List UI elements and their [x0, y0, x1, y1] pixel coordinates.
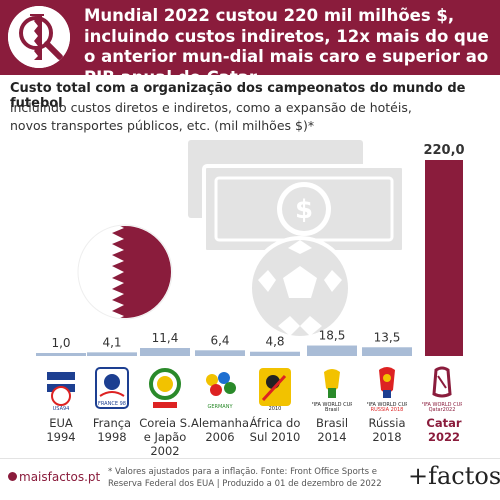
- south-africa-2010-logo-icon: 2010: [259, 368, 291, 412]
- bar-0: [36, 353, 86, 356]
- svg-text:Brasil: Brasil: [325, 407, 339, 412]
- category-label-0: EUA 1994: [46, 416, 76, 444]
- site-link[interactable]: maisfactos.pt: [8, 470, 100, 484]
- value-label-0: 1,0: [51, 336, 70, 350]
- category-label-4: África do Sul 2010: [249, 416, 301, 444]
- germany-2006-logo-icon: GERMANY: [206, 372, 236, 410]
- chart-title: Custo total com a organização dos campeo…: [10, 81, 466, 111]
- bar-4: [250, 351, 300, 356]
- value-label-6: 13,5: [374, 330, 401, 344]
- qatar-2022-logo-icon: FIFA WORLD CUP Qatar2022: [422, 366, 462, 412]
- category-label-1: França 1998: [92, 416, 132, 444]
- svg-text:FIFA WORLD CUP: FIFA WORLD CUP: [312, 402, 352, 408]
- category-label-3: Alemanha 2006: [190, 416, 249, 444]
- source-note: * Valores ajustados para a inflação. Fon…: [108, 467, 382, 489]
- svg-text:FRANCE 98: FRANCE 98: [98, 401, 126, 407]
- svg-text:USA94: USA94: [53, 406, 70, 412]
- svg-text:GERMANY: GERMANY: [207, 404, 233, 410]
- value-label-5: 18,5: [319, 329, 346, 343]
- usa-94-logo-icon: USA94: [47, 372, 75, 412]
- value-label-7: 220,0: [423, 143, 464, 158]
- bar-6: [362, 347, 412, 356]
- category-label-6: Rússia 2018: [368, 416, 406, 444]
- site-label: maisfactos.pt: [19, 470, 101, 484]
- france-98-logo-icon: FRANCE 98: [95, 367, 129, 409]
- svg-text:$: $: [295, 195, 313, 225]
- value-label-3: 6,4: [210, 333, 229, 347]
- value-label-1: 4,1: [102, 335, 121, 349]
- bars-group: [36, 160, 463, 356]
- value-label-4: 4,8: [265, 335, 284, 349]
- bar-1: [87, 352, 137, 356]
- tournament-logos: USA94 FRANCE 98 GERMANY 2010 FIFA WORLD …: [0, 366, 500, 416]
- footer-divider: [0, 458, 500, 459]
- value-label-2: 11,4: [152, 331, 179, 345]
- category-label-2: Coreia S. e Japão 2002: [139, 416, 191, 458]
- svg-text:FIFA WORLD CUP: FIFA WORLD CUP: [367, 402, 407, 408]
- category-label-7: Catar 2022: [426, 416, 462, 444]
- bar-3: [195, 350, 245, 356]
- chart-subtitle: incluindo custos diretos e indiretos, co…: [10, 100, 412, 133]
- qatar-magnifier-icon: [8, 6, 70, 68]
- money-icon: $: [188, 140, 406, 254]
- svg-text:Qatar2022: Qatar2022: [429, 407, 456, 412]
- football-icon: [248, 236, 352, 340]
- site-dot-icon: [8, 472, 17, 481]
- bar-7: [425, 160, 463, 356]
- bar-2: [140, 348, 190, 356]
- bar-5: [307, 345, 357, 356]
- cost-bar-chart: $ 1,0 4,1 11,4 6,4 4,8 18,5 13,5 220,0: [36, 140, 465, 356]
- svg-text:RUSSIA 2018: RUSSIA 2018: [371, 407, 404, 412]
- korea-japan-2002-logo-icon: [149, 368, 181, 408]
- value-labels-group: 1,0 4,1 11,4 6,4 4,8 18,5 13,5 220,0: [51, 143, 464, 350]
- qatar-flag-circle-icon: [77, 224, 173, 320]
- svg-text:FIFA WORLD CUP: FIFA WORLD CUP: [422, 402, 462, 408]
- header-banner: Mundial 2022 custou 220 mil milhões $, i…: [0, 0, 500, 87]
- svg-text:2010: 2010: [269, 406, 282, 412]
- page-title: Mundial 2022 custou 220 mil milhões $, i…: [84, 6, 489, 87]
- russia-2018-logo-icon: FIFA WORLD CUP RUSSIA 2018: [367, 367, 407, 412]
- brasil-2014-logo-icon: FIFA WORLD CUP Brasil: [312, 369, 352, 412]
- category-label-5: Brasil 2014: [315, 416, 349, 444]
- magnifier-icon: [19, 16, 63, 60]
- brand-logo: +factos: [408, 462, 500, 490]
